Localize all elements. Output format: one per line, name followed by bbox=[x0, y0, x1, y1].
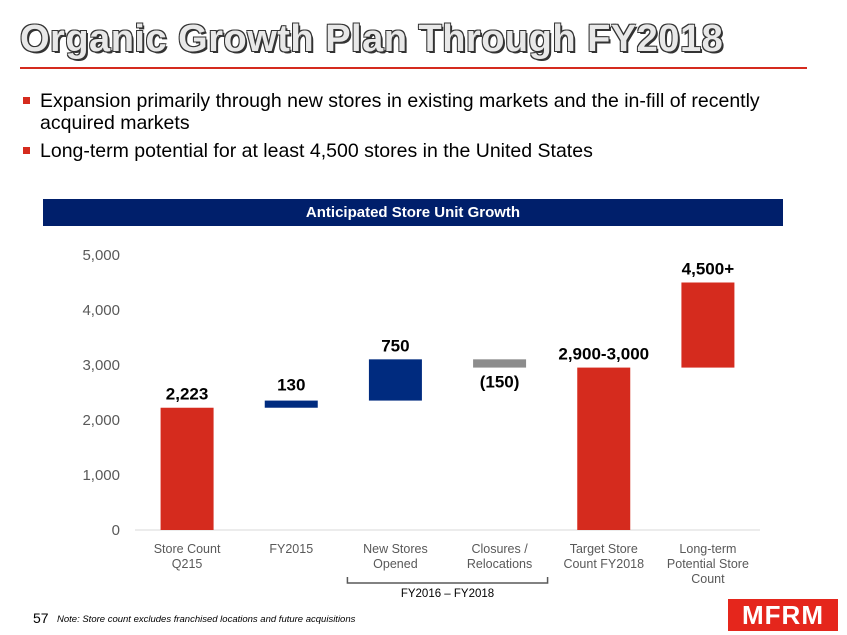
x-tick-label: FY2015 bbox=[269, 542, 313, 556]
x-tick-label: New Stores bbox=[363, 542, 428, 556]
x-tick-label: Long-term bbox=[679, 542, 736, 556]
bullet-marker-icon bbox=[23, 147, 30, 154]
waterfall-bar bbox=[264, 400, 318, 408]
y-tick-label: 1,000 bbox=[82, 467, 120, 484]
bullet-text: Long-term potential for at least 4,500 s… bbox=[40, 140, 593, 162]
x-tick-label: Count bbox=[691, 572, 725, 586]
bullet-item: Expansion primarily through new stores i… bbox=[20, 90, 830, 134]
data-label: 750 bbox=[381, 336, 409, 355]
x-tick-label: Opened bbox=[373, 557, 418, 571]
x-tick-label: Closures / bbox=[471, 542, 528, 556]
bracket-label: FY2016 – FY2018 bbox=[401, 588, 494, 600]
page-title: Organic Growth Plan Through FY2018 bbox=[20, 18, 724, 60]
footnote: Note: Store count excludes franchised lo… bbox=[57, 614, 356, 625]
data-label: 130 bbox=[277, 376, 305, 395]
data-label: 2,223 bbox=[166, 385, 209, 404]
x-tick-label: Count FY2018 bbox=[563, 557, 644, 571]
bullet-marker-icon bbox=[23, 97, 30, 104]
y-tick-label: 0 bbox=[112, 522, 120, 539]
y-tick-label: 5,000 bbox=[82, 247, 120, 264]
data-label: 4,500+ bbox=[682, 260, 735, 279]
data-label: 2,900-3,000 bbox=[558, 345, 649, 364]
waterfall-bar bbox=[160, 407, 214, 530]
y-tick-label: 3,000 bbox=[82, 357, 120, 374]
waterfall-bar bbox=[473, 359, 527, 368]
waterfall-bar bbox=[681, 282, 735, 368]
x-tick-label: Store Count bbox=[154, 542, 221, 556]
title-divider bbox=[20, 67, 807, 69]
y-tick-label: 4,000 bbox=[82, 302, 120, 319]
data-label: (150) bbox=[480, 373, 520, 392]
y-tick-label: 2,000 bbox=[82, 412, 120, 429]
bullet-text: Expansion primarily through new stores i… bbox=[40, 90, 760, 134]
company-logo: MFRM bbox=[728, 599, 838, 631]
waterfall-bar bbox=[577, 367, 631, 530]
x-tick-label: Target Store bbox=[570, 542, 638, 556]
waterfall-bar bbox=[368, 359, 422, 401]
x-tick-label: Potential Store bbox=[667, 557, 749, 571]
x-tick-label: Q215 bbox=[172, 557, 203, 571]
bracket-line bbox=[346, 577, 549, 584]
bullet-item: Long-term potential for at least 4,500 s… bbox=[20, 140, 830, 162]
page-number: 57 bbox=[33, 610, 49, 626]
chart-title-banner: Anticipated Store Unit Growth bbox=[43, 199, 783, 226]
bullet-list: Expansion primarily through new stores i… bbox=[20, 90, 830, 168]
x-tick-label: Relocations bbox=[467, 557, 532, 571]
waterfall-chart: 0 1,000 2,000 3,000 4,000 5,000 2,223 130 750 (15… bbox=[82, 247, 760, 600]
